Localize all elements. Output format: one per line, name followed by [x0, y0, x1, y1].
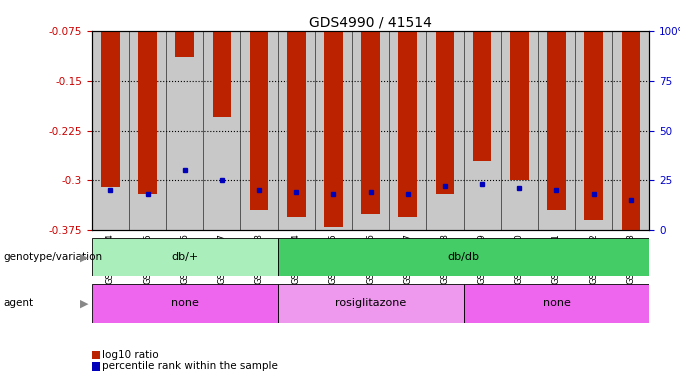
Bar: [138, 31, 157, 194]
Bar: [315, 31, 352, 230]
Bar: [500, 31, 538, 230]
Bar: [324, 31, 343, 227]
Text: db/db: db/db: [447, 252, 479, 262]
Bar: [277, 238, 649, 276]
Title: GDS4990 / 41514: GDS4990 / 41514: [309, 16, 432, 30]
Bar: [129, 31, 166, 230]
Bar: [213, 31, 231, 117]
Bar: [352, 31, 389, 230]
Text: genotype/variation: genotype/variation: [3, 252, 103, 262]
Bar: [203, 31, 241, 230]
Bar: [101, 31, 120, 187]
Bar: [92, 238, 277, 276]
Bar: [287, 31, 305, 217]
Text: db/+: db/+: [171, 252, 199, 262]
Text: percentile rank within the sample: percentile rank within the sample: [102, 361, 278, 371]
Bar: [547, 31, 566, 210]
Bar: [166, 31, 203, 230]
Bar: [575, 31, 612, 230]
Text: rosiglitazone: rosiglitazone: [335, 298, 406, 308]
Bar: [426, 31, 464, 230]
Text: ▶: ▶: [80, 298, 88, 308]
Bar: [250, 31, 269, 210]
Bar: [622, 31, 640, 232]
Bar: [389, 31, 426, 230]
Bar: [510, 31, 528, 180]
Bar: [92, 284, 277, 323]
Bar: [538, 31, 575, 230]
Bar: [464, 31, 500, 230]
Text: log10 ratio: log10 ratio: [102, 350, 158, 360]
Bar: [612, 31, 649, 230]
Bar: [473, 31, 492, 161]
Bar: [175, 31, 194, 57]
Bar: [277, 31, 315, 230]
Bar: [584, 31, 603, 220]
Text: none: none: [171, 298, 199, 308]
Bar: [361, 31, 380, 214]
Text: ▶: ▶: [80, 252, 88, 262]
Bar: [92, 31, 129, 230]
Bar: [436, 31, 454, 194]
Text: agent: agent: [3, 298, 33, 308]
Bar: [464, 284, 649, 323]
Bar: [277, 284, 464, 323]
Bar: [398, 31, 417, 217]
Bar: [241, 31, 277, 230]
Text: none: none: [543, 298, 571, 308]
